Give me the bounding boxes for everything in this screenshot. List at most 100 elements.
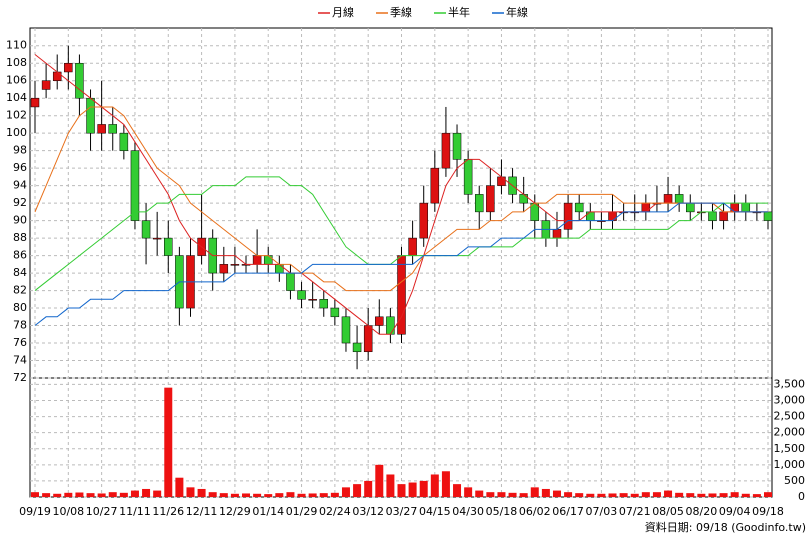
volume-bar xyxy=(586,493,595,497)
candle-body xyxy=(152,237,162,240)
volume-bar xyxy=(397,484,406,497)
candle-body xyxy=(486,185,495,213)
candle-body xyxy=(252,255,262,265)
candle-body xyxy=(708,211,717,221)
candle-body xyxy=(419,202,428,239)
volume-bar xyxy=(519,493,528,497)
candle-body xyxy=(119,132,129,151)
x-tick-label: 12/29 xyxy=(219,505,251,518)
candle-body xyxy=(386,316,395,335)
volume-tick-label: 0 xyxy=(798,490,805,503)
candle-body xyxy=(375,316,384,326)
y-tick-label: 110 xyxy=(6,39,27,52)
candle-body xyxy=(330,307,340,318)
y-tick-label: 80 xyxy=(13,301,27,314)
volume-bar xyxy=(530,487,539,497)
volume-bar xyxy=(219,493,228,497)
candle-body xyxy=(719,211,728,221)
y-tick-label: 90 xyxy=(13,214,27,227)
candle-body xyxy=(219,264,229,274)
volume-bar xyxy=(752,494,761,497)
candle-body xyxy=(30,97,40,108)
volume-bar xyxy=(730,492,739,497)
candle-body xyxy=(341,316,351,344)
volume-bar xyxy=(108,492,117,497)
volume-bar xyxy=(741,493,750,497)
volume-bar xyxy=(453,484,462,497)
volume-bar xyxy=(97,493,106,497)
volume-bar xyxy=(708,493,717,497)
volume-bar xyxy=(86,493,95,497)
volume-bar xyxy=(619,493,628,497)
y-tick-label: 86 xyxy=(13,249,27,262)
candle-body xyxy=(275,264,284,274)
x-tick-label: 10/08 xyxy=(52,505,84,518)
candle-body xyxy=(741,202,751,213)
candle-body xyxy=(574,202,584,213)
volume-bar xyxy=(641,492,650,497)
candle-body xyxy=(586,211,595,221)
volume-bar xyxy=(508,492,517,497)
volume-tick-label: 3,500 xyxy=(774,377,806,390)
candle-body xyxy=(352,342,362,353)
volume-bar xyxy=(441,471,450,497)
volume-bar xyxy=(541,488,550,497)
volume-bar xyxy=(130,490,139,497)
candle-body xyxy=(97,124,106,134)
volume-bar xyxy=(341,487,350,497)
volume-bar xyxy=(552,490,561,497)
y-tick-label: 74 xyxy=(13,354,27,367)
volume-bar xyxy=(375,464,384,497)
x-tick-label: 07/21 xyxy=(619,505,651,518)
candle-body xyxy=(452,132,462,160)
volume-bar xyxy=(297,493,306,497)
volume-bar xyxy=(597,493,606,497)
y-tick-label: 106 xyxy=(6,74,27,87)
candle-body xyxy=(263,255,273,265)
candle-body xyxy=(397,255,406,335)
ma-line xyxy=(34,176,768,291)
x-tick-label: 12/11 xyxy=(186,505,218,518)
candle-body xyxy=(552,229,562,239)
y-tick-label: 72 xyxy=(13,371,27,384)
candle-body xyxy=(408,237,417,256)
candle-body xyxy=(297,290,306,300)
volume-bar xyxy=(486,492,495,497)
volume-bar xyxy=(253,493,262,497)
legend-label: 季線 xyxy=(390,5,412,19)
x-tick-label: 01/14 xyxy=(252,505,284,518)
candle-body xyxy=(674,194,684,204)
volume-bar xyxy=(764,492,772,497)
candle-body xyxy=(308,299,317,301)
volume-bar xyxy=(53,493,62,497)
volume-tick-label: 2,500 xyxy=(774,410,806,423)
volume-bar xyxy=(330,492,339,497)
volume-bar xyxy=(186,487,195,497)
volume-bar xyxy=(153,490,162,497)
volume-bar xyxy=(75,492,84,497)
volume-bar xyxy=(242,493,251,497)
legend-label: 月線 xyxy=(332,5,354,19)
x-tick-label: 09/18 xyxy=(752,505,784,518)
x-tick-label: 09/04 xyxy=(719,505,751,518)
candle-body xyxy=(686,202,695,213)
volume-bar xyxy=(142,488,151,497)
y-tick-label: 94 xyxy=(13,179,27,192)
x-tick-label: 01/29 xyxy=(286,505,318,518)
x-tick-label: 09/19 xyxy=(19,505,51,518)
volume-bar xyxy=(686,493,695,497)
x-tick-label: 10/27 xyxy=(86,505,118,518)
volume-bar xyxy=(675,492,684,497)
volume-bar xyxy=(652,492,661,497)
x-tick-label: 05/18 xyxy=(486,505,518,518)
y-tick-label: 104 xyxy=(6,91,27,104)
candle-body xyxy=(730,202,739,213)
legend-label: 年線 xyxy=(506,5,528,19)
candle-body xyxy=(463,159,473,195)
volume-bar xyxy=(564,492,573,497)
volume-bar xyxy=(42,493,51,497)
volume-bar xyxy=(264,494,273,497)
volume-bar xyxy=(286,492,295,497)
y-tick-label: 76 xyxy=(13,336,27,349)
